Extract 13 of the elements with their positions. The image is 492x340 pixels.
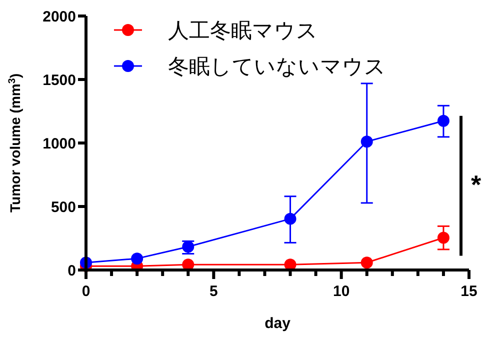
x-axis-title: day bbox=[264, 315, 292, 332]
x-tick-label: 5 bbox=[209, 283, 218, 300]
x-tick-label: 10 bbox=[332, 283, 350, 300]
x-tick-label: 0 bbox=[82, 283, 90, 300]
text: * bbox=[470, 169, 482, 200]
x-tick-label: 15 bbox=[460, 283, 478, 300]
y-tick-label: 2000 bbox=[42, 8, 76, 26]
legend-label: 冬眠していないマウス bbox=[168, 54, 386, 78]
legend-label: 人工冬眠マウス bbox=[168, 18, 318, 42]
y-tick-label: 500 bbox=[50, 198, 76, 216]
y-tick-label: 0 bbox=[68, 262, 76, 280]
y-tick-label: 1500 bbox=[42, 72, 76, 89]
y-tick-label: 1000 bbox=[42, 135, 76, 152]
